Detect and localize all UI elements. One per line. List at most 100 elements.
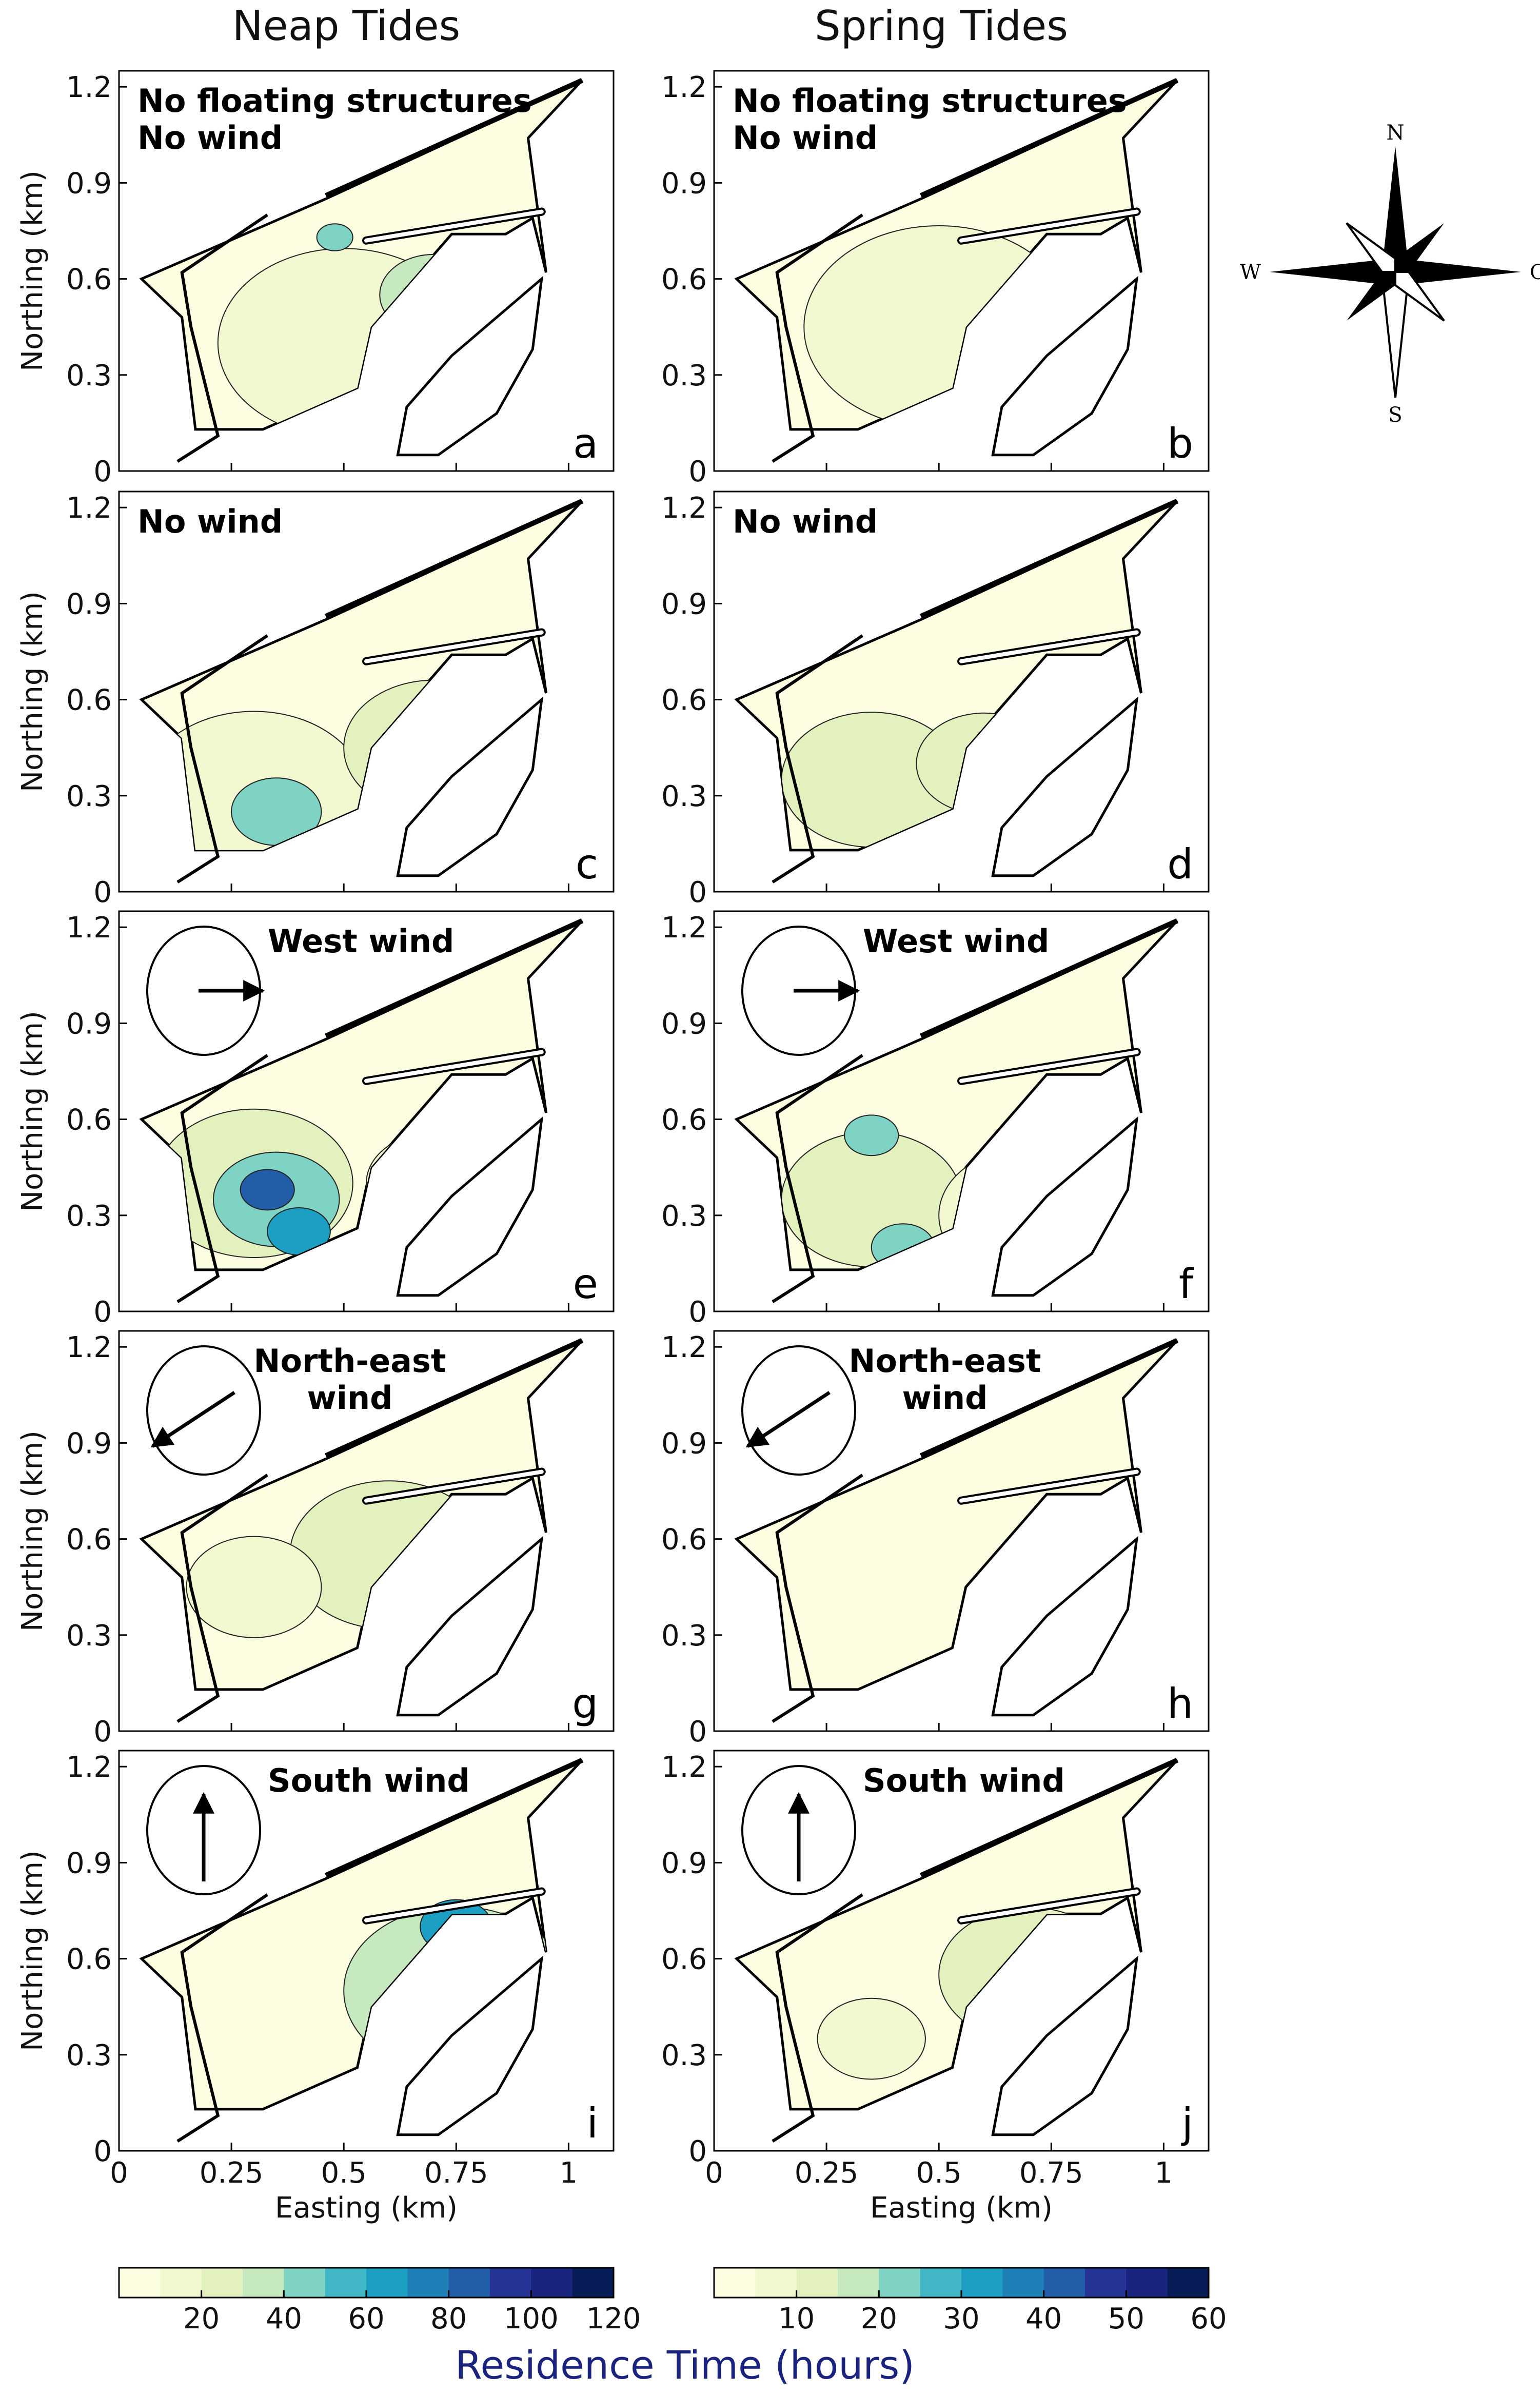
panel-d: 0 0.3 0.6 0.9 1.2 No wind d [661, 490, 1210, 909]
pier-inner [959, 209, 1139, 243]
colorbar-swatch [920, 2268, 962, 2298]
y-tick-label: 0.3 [661, 780, 707, 813]
y-tick-label: 0.9 [66, 587, 112, 621]
y-tick-label: 0 [688, 876, 707, 909]
y-tick-label: 0 [688, 1296, 707, 1329]
y-tick-label: 0.6 [661, 1943, 707, 1976]
colorbar-tick-label: 60 [348, 2302, 384, 2336]
y-tick-label: 0.3 [66, 359, 112, 393]
y-tick-label: 1.2 [661, 492, 707, 525]
coastline [772, 1893, 863, 2143]
pier-inner [364, 630, 544, 663]
y-tick-label: 0.6 [66, 263, 112, 297]
panel-letter: d [1167, 840, 1193, 888]
y-tick-label: 0.6 [66, 1943, 112, 1976]
colorbar-tick-label: 20 [861, 2302, 897, 2336]
compass-sw-point [1347, 272, 1395, 321]
panel-j: 0 0.3 0.6 0.9 1.2 0 0.25 0.5 0.75 1 Easting (km) So… [661, 1750, 1210, 2225]
contour-region [316, 223, 353, 251]
x-axis-label: Easting (km) [870, 2191, 1053, 2225]
scenario-note: No floating structures [733, 82, 1127, 120]
colorbar-spring: 10 20 30 40 50 60 [713, 2267, 1227, 2336]
colorbar-tick-label: 50 [1108, 2302, 1144, 2336]
colorbar-swatch [160, 2268, 202, 2298]
breakwater [325, 1758, 583, 1878]
colorbar-tick-label: 20 [183, 2302, 220, 2336]
breakwater [325, 78, 583, 198]
column-title-neap: Neap Tides [232, 2, 461, 50]
panel-i: 0 0.3 0.6 0.9 1.2 0 0.25 0.5 0.75 1 Easting (km) No… [16, 1750, 615, 2225]
x-tick-label: 1 [560, 2156, 578, 2190]
y-tick-label: 0.9 [66, 167, 112, 200]
y-tick-label: 0.9 [66, 1847, 112, 1880]
contour-region [844, 1114, 899, 1156]
scenario-note: No floating structures [137, 82, 532, 120]
basin-outline [991, 1116, 1139, 1297]
contour-region [186, 1536, 322, 1638]
y-tick-label: 0.6 [66, 684, 112, 717]
colorbar-tick-label: 80 [430, 2302, 467, 2336]
basin-outline [396, 1536, 544, 1717]
colorbar-swatch [1126, 2268, 1168, 2298]
scenario-note: South wind [863, 1762, 1065, 1799]
y-tick-label: 0.6 [661, 263, 707, 297]
colorbar-tick-label: 120 [586, 2302, 641, 2336]
panel-letter: i [587, 2099, 598, 2147]
y-tick-label: 0 [93, 1715, 112, 1749]
y-tick-label: 0.3 [66, 1200, 112, 1233]
basin-outline [991, 1536, 1139, 1717]
colorbar-swatch [448, 2268, 490, 2298]
y-tick-label: 0.6 [661, 684, 707, 717]
basin-outline [991, 276, 1139, 457]
breakwater [920, 1338, 1178, 1458]
panel-letter: h [1167, 1680, 1193, 1728]
colorbar-swatch [961, 2268, 1003, 2298]
coastline [772, 1054, 863, 1303]
panel-f: 0 0.3 0.6 0.9 1.2 West wind f [661, 910, 1210, 1329]
y-tick-label: 0 [688, 455, 707, 488]
colorbar-swatch [1002, 2268, 1044, 2298]
scenario-note: No wind [733, 503, 878, 540]
breakwater [325, 918, 583, 1038]
colorbar-swatch [201, 2268, 243, 2298]
colorbar-tick-label: 60 [1190, 2302, 1227, 2336]
panel-letter: a [573, 420, 598, 467]
y-tick-label: 1.2 [66, 911, 112, 945]
y-tick-label: 1.2 [66, 71, 112, 104]
colorbar-swatch [531, 2268, 573, 2298]
colorbar-swatch [1167, 2268, 1209, 2298]
x-tick-label: 1 [1155, 2156, 1173, 2190]
wind-circle [146, 1765, 261, 1895]
y-tick-label: 1.2 [66, 1751, 112, 1784]
y-tick-label: 1.2 [661, 1751, 707, 1784]
scenario-note: wind [307, 1379, 392, 1417]
scenario-note: No wind [733, 119, 878, 156]
colorbar-swatch [490, 2268, 532, 2298]
basin-outline [396, 1116, 544, 1297]
y-tick-label: 0.9 [66, 1427, 112, 1460]
pier-inner [959, 1889, 1139, 1922]
y-tick-label: 1.2 [661, 911, 707, 945]
panel-e: 0 0.3 0.6 0.9 1.2 Northing (km) West wind e [16, 910, 615, 1329]
y-tick-label: 0 [93, 455, 112, 488]
harbour-water [734, 1339, 1178, 1691]
y-tick-label: 0.9 [66, 1007, 112, 1041]
colorbar-tick-label: 40 [1025, 2302, 1062, 2336]
x-tick-label: 0.25 [200, 2156, 264, 2190]
compass-rose: N S W O [1240, 121, 1540, 427]
wind-circle [741, 1345, 856, 1476]
colorbar-swatch [1085, 2268, 1127, 2298]
y-tick-label: 0.9 [661, 1007, 707, 1041]
colorbar-swatch [1043, 2268, 1085, 2298]
y-tick-label: 1.2 [661, 1331, 707, 1364]
y-tick-label: 0.3 [661, 359, 707, 393]
colorbar-swatch [366, 2268, 408, 2298]
panel-letter: j [1181, 2099, 1193, 2147]
x-tick-label: 0 [110, 2156, 128, 2190]
colorbar-swatch [572, 2268, 614, 2298]
panel-letter: b [1167, 420, 1193, 467]
colorbar-swatch [325, 2268, 367, 2298]
x-tick-label: 0.75 [424, 2156, 488, 2190]
coastline [772, 634, 863, 884]
